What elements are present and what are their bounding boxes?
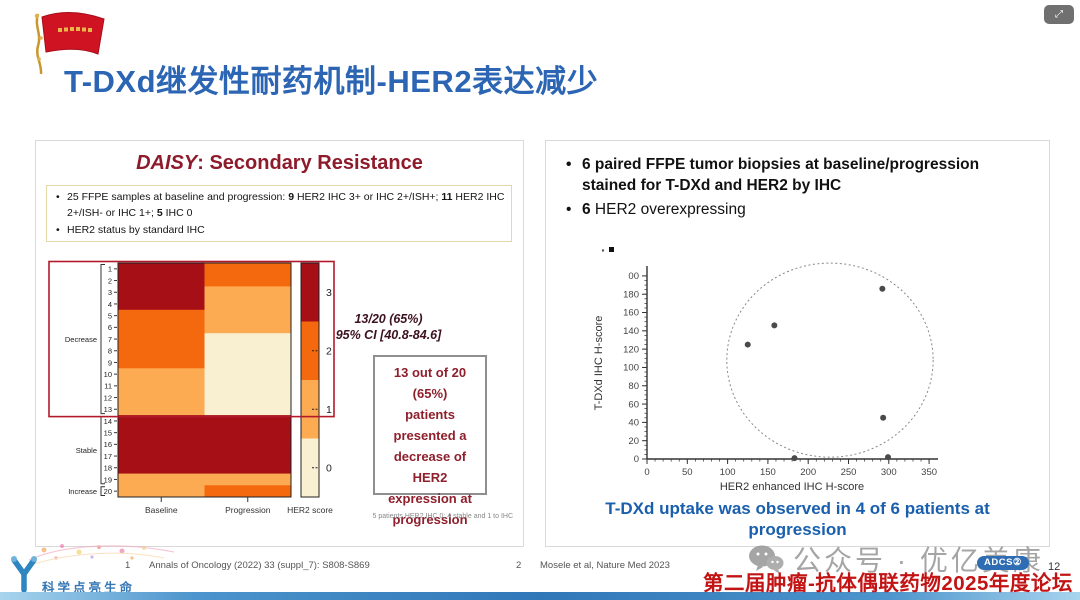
svg-text:1: 1 <box>326 404 332 416</box>
heatmap-footnote: 5 patients HER2 IHC 0: 4 stable and 1 to… <box>372 513 513 520</box>
svg-text:0: 0 <box>326 462 332 474</box>
reference-2-text: Mosele et al, Nature Med 2023 <box>540 560 670 571</box>
fullscreen-expand-icon: ⤢ <box>1055 9 1063 20</box>
svg-text:Baseline: Baseline <box>145 505 178 515</box>
svg-text:17: 17 <box>104 452 112 461</box>
svg-text:140: 140 <box>623 326 639 337</box>
daisy-bullet-2: HER2 status by standard IHC <box>53 222 505 239</box>
svg-text:HER2 enhanced IHC H-score: HER2 enhanced IHC H-score <box>720 481 864 493</box>
svg-text:8: 8 <box>108 347 112 356</box>
fireworks-antibody-icon <box>11 544 175 593</box>
fullscreen-button[interactable]: ⤢ <box>1044 5 1074 24</box>
reference-1-number: 1 <box>125 560 131 571</box>
svg-text:150: 150 <box>760 467 776 478</box>
svg-text:80: 80 <box>628 381 639 392</box>
uptake-bullet-1: 6 paired FFPE tumor biopsies at baseline… <box>560 155 1032 197</box>
conference-title: 第二届肿瘤-抗体偶联药物2025年度论坛 <box>703 572 1073 595</box>
adcs-badge: ADCS② <box>977 556 1029 570</box>
tdxd-uptake-panel: 6 paired FFPE tumor biopsies at baseline… <box>545 140 1050 547</box>
uptake-bullet-2: 6 HER2 overexpressing <box>560 200 1032 221</box>
page-number: 12 <box>1048 561 1061 573</box>
svg-text:19: 19 <box>104 475 112 484</box>
svg-text:18: 18 <box>104 464 112 473</box>
svg-text:20: 20 <box>104 487 112 496</box>
reference-2: 2 Mosele et al, Nature Med 2023 <box>516 560 670 571</box>
wechat-icon <box>749 545 784 574</box>
svg-text:100: 100 <box>720 467 736 478</box>
svg-text:160: 160 <box>623 308 639 319</box>
svg-text:1: 1 <box>108 265 112 274</box>
svg-text:200: 200 <box>800 467 816 478</box>
svg-text:3: 3 <box>326 287 332 299</box>
reference-1-text: Annals of Oncology (2022) 33 (suppl_7): … <box>149 560 370 571</box>
svg-text:16: 16 <box>104 440 112 449</box>
svg-text:14: 14 <box>104 417 112 426</box>
svg-text:Increase: Increase <box>68 487 97 496</box>
svg-text:350: 350 <box>921 467 937 478</box>
svg-text:15: 15 <box>104 428 112 437</box>
svg-text:Stable: Stable <box>76 446 97 455</box>
svg-text:Decrease: Decrease <box>65 335 97 344</box>
bottom-accent-strip <box>0 592 1080 600</box>
svg-text:180: 180 <box>623 289 639 300</box>
daisy-panel-header: DAISY: Secondary Resistance <box>36 152 523 175</box>
svg-text:300: 300 <box>881 467 897 478</box>
svg-text:3: 3 <box>108 288 112 297</box>
svg-text:60: 60 <box>628 399 639 410</box>
heatmap-stat-annotation: 13/20 (65%) 95% CI [40.8-84.6] <box>331 311 446 344</box>
reference-2-number: 2 <box>516 560 522 571</box>
flag-icon <box>34 12 105 75</box>
svg-text:2: 2 <box>326 345 332 357</box>
uptake-bullets: 6 paired FFPE tumor biopsies at baseline… <box>560 155 1032 224</box>
daisy-header-rest: : Secondary Resistance <box>197 152 423 174</box>
svg-text:0: 0 <box>644 467 649 478</box>
svg-text:Progression: Progression <box>225 505 271 515</box>
svg-text:2: 2 <box>108 276 112 285</box>
svg-text:120: 120 <box>623 344 639 355</box>
svg-text:100: 100 <box>623 363 639 374</box>
conclusion-line: T-DXd uptake was observed in 4 of 6 pati… <box>605 499 990 540</box>
brand-logo-text: 科学点亮生命 <box>42 581 136 595</box>
conclusion-text: T-DXd uptake was observed in 4 of 6 pati… <box>546 498 1049 541</box>
daisy-bullet-1: 25 FFPE samples at baseline and progress… <box>53 189 505 222</box>
stat-ratio: 13/20 (65%) <box>354 312 423 326</box>
svg-text:4: 4 <box>108 300 112 309</box>
svg-text:50: 50 <box>682 467 693 478</box>
decrease-callout-box: 13 out of 20 (65%) patients presented a dec… <box>373 355 487 527</box>
svg-text:13: 13 <box>104 405 112 414</box>
svg-text:0: 0 <box>634 454 639 465</box>
brand-logo: 科学点亮生命 <box>4 538 214 596</box>
tdxd-scatter-chart: 0 50 100 150 200 250 300 350 0 20 40 60 80 100 120 140 1… <box>593 247 938 493</box>
svg-text:00: 00 <box>628 271 639 282</box>
svg-text:5: 5 <box>108 311 112 320</box>
svg-text:12: 12 <box>104 393 112 402</box>
svg-text:HER2 score: HER2 score <box>287 505 333 515</box>
her2-heatmap-chart: 1234567891011121314151617181920DecreaseS… <box>48 260 335 515</box>
stat-ci: 95% CI [40.8-84.6] <box>335 328 442 343</box>
svg-text:T-DXd IHC H-score: T-DXd IHC H-score <box>593 316 605 411</box>
page-title: T-DXd继发性耐药机制-HER2表达减少 <box>64 64 599 99</box>
svg-text:7: 7 <box>108 335 112 344</box>
society-flag-logo <box>12 4 107 79</box>
daisy-name: DAISY <box>136 152 198 174</box>
svg-text:20: 20 <box>628 436 639 447</box>
daisy-panel: DAISY: Secondary Resistance 25 FFPE samp… <box>35 140 524 547</box>
svg-text:9: 9 <box>108 358 112 367</box>
svg-text:6: 6 <box>108 323 112 332</box>
svg-text:40: 40 <box>628 418 639 429</box>
svg-text:11: 11 <box>104 382 112 391</box>
daisy-methods-box: 25 FFPE samples at baseline and progress… <box>46 185 512 242</box>
reference-1: 1 Annals of Oncology (2022) 33 (suppl_7):… <box>125 560 370 571</box>
svg-text:10: 10 <box>104 370 112 379</box>
svg-text:250: 250 <box>841 467 857 478</box>
